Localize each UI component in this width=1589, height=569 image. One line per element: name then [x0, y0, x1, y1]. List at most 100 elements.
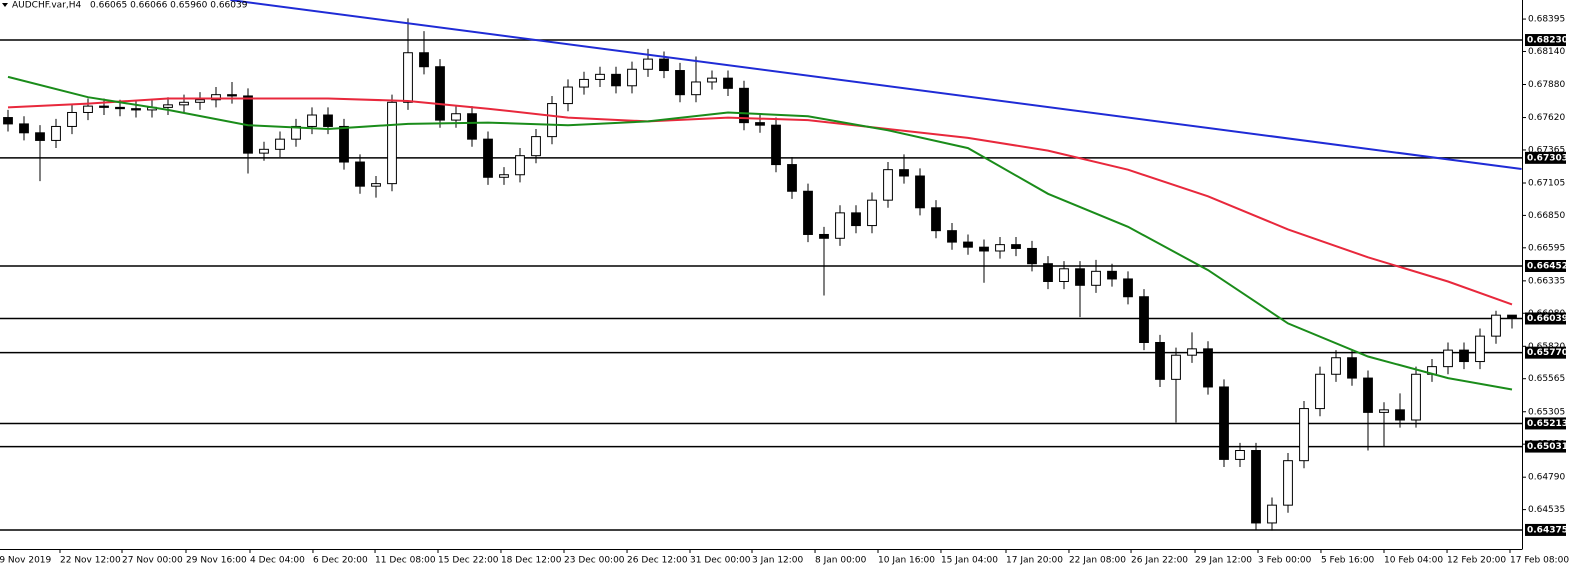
x-tick-label: 18 Dec 12:00	[501, 556, 562, 566]
level-label-box	[1525, 523, 1566, 536]
candle-body	[1251, 450, 1261, 524]
candle-body	[739, 87, 749, 124]
candle-body	[163, 104, 173, 108]
candle-body	[1155, 341, 1165, 380]
candle-body	[339, 125, 349, 163]
y-tick-label: 0.66335	[1528, 276, 1565, 286]
y-tick-label: 0.67880	[1528, 80, 1565, 90]
candle-body	[867, 199, 877, 227]
x-tick-label: 5 Feb 16:00	[1321, 556, 1375, 566]
level-label-box	[1525, 34, 1566, 47]
candle-body	[227, 94, 237, 97]
level-label-box	[1525, 346, 1566, 359]
candle-body	[899, 169, 909, 177]
level-label: 0.64375	[1527, 525, 1568, 535]
y-tick-label: 0.66595	[1528, 243, 1565, 253]
candle-body	[563, 86, 573, 105]
x-tick-label: 4 Dec 04:00	[250, 556, 305, 566]
candle-body	[1315, 373, 1325, 410]
candle-body	[1411, 373, 1421, 421]
candle-body	[403, 52, 413, 103]
candle-body	[67, 111, 77, 127]
candle-body	[435, 66, 445, 121]
level-label-box	[1525, 312, 1566, 325]
candle-body	[323, 114, 333, 127]
level-label-box	[1525, 440, 1566, 453]
x-tick-label: 27 Nov 00:00	[122, 556, 183, 566]
candle-body	[1139, 296, 1149, 343]
x-tick-label: 6 Dec 20:00	[313, 556, 368, 566]
candle-body	[979, 246, 989, 252]
candle-body	[787, 164, 797, 192]
candle-body	[499, 174, 509, 178]
chart-subtitle: 0.66065 0.66066 0.65960 0.66039	[90, 1, 248, 11]
y-tick-label: 0.65565	[1528, 374, 1565, 384]
candle-body	[1011, 244, 1021, 249]
x-tick-label: 22 Nov 12:00	[60, 556, 121, 566]
candle-body	[643, 58, 653, 70]
y-tick-label: 0.67620	[1528, 113, 1565, 123]
candle-body	[851, 212, 861, 227]
x-tick-label: 12 Feb 20:00	[1447, 556, 1506, 566]
y-tick-label: 0.67365	[1528, 145, 1565, 155]
y-tick-label: 0.68140	[1528, 47, 1565, 57]
x-tick-label: 10 Jan 16:00	[878, 556, 935, 566]
candle-body	[19, 123, 29, 134]
x-tick-label: 15 Jan 04:00	[941, 556, 998, 566]
x-tick-label: 15 Dec 22:00	[438, 556, 499, 566]
candle-body	[547, 103, 557, 138]
indicator-line	[7, 75, 1513, 391]
candle-body	[1443, 349, 1453, 368]
candle-body	[595, 73, 605, 80]
candle-body	[1491, 314, 1501, 337]
y-tick-label: 0.67105	[1528, 179, 1565, 189]
x-tick-label: 10 Feb 04:00	[1384, 556, 1443, 566]
candle-body	[291, 125, 301, 140]
candle-body	[1363, 377, 1373, 413]
level-label-box	[1525, 151, 1566, 164]
candle-body	[211, 94, 221, 101]
x-tick-label: 17 Jan 20:00	[1006, 556, 1063, 566]
x-tick-label: 3 Jan 12:00	[752, 556, 804, 566]
candle-body	[387, 101, 397, 185]
candle-body	[371, 183, 381, 187]
candle-body	[1267, 504, 1277, 524]
level-label-box	[1525, 259, 1566, 272]
candle-body	[1123, 278, 1133, 298]
candle-body	[963, 241, 973, 248]
candle-body	[1379, 409, 1389, 413]
x-tick-label: 8 Jan 00:00	[815, 556, 867, 566]
x-tick-label: 23 Dec 00:00	[564, 556, 625, 566]
candle-body	[195, 99, 205, 103]
candle-body	[659, 58, 669, 72]
candle-body	[1347, 357, 1357, 379]
candle-body	[1331, 357, 1341, 375]
menu-arrow[interactable]	[2, 3, 8, 7]
candle-body	[1027, 247, 1037, 265]
candle-body	[451, 113, 461, 121]
candle-body	[995, 244, 1005, 252]
level-label: 0.66039	[1527, 314, 1568, 324]
candle-body	[883, 169, 893, 201]
level-label: 0.66452	[1527, 261, 1568, 271]
candle-body	[1203, 348, 1213, 388]
candle-body	[483, 138, 493, 178]
x-tick-label: 26 Dec 12:00	[627, 556, 688, 566]
candle-body	[803, 190, 813, 235]
level-label: 0.67303	[1527, 153, 1568, 163]
candle-body	[1091, 270, 1101, 286]
candle-body	[83, 105, 93, 113]
y-tick-label: 0.66850	[1528, 211, 1565, 221]
candle-body	[1187, 348, 1197, 356]
candle-body	[1235, 450, 1245, 460]
candle-body	[99, 105, 109, 108]
candle-body	[1219, 386, 1229, 460]
x-tick-label: 31 Dec 00:00	[690, 556, 751, 566]
candle-body	[259, 148, 269, 154]
indicator-line	[7, 97, 1513, 306]
x-tick-label: 26 Jan 22:00	[1131, 556, 1188, 566]
level-label: 0.65031	[1527, 442, 1568, 452]
candle-body	[307, 114, 317, 127]
